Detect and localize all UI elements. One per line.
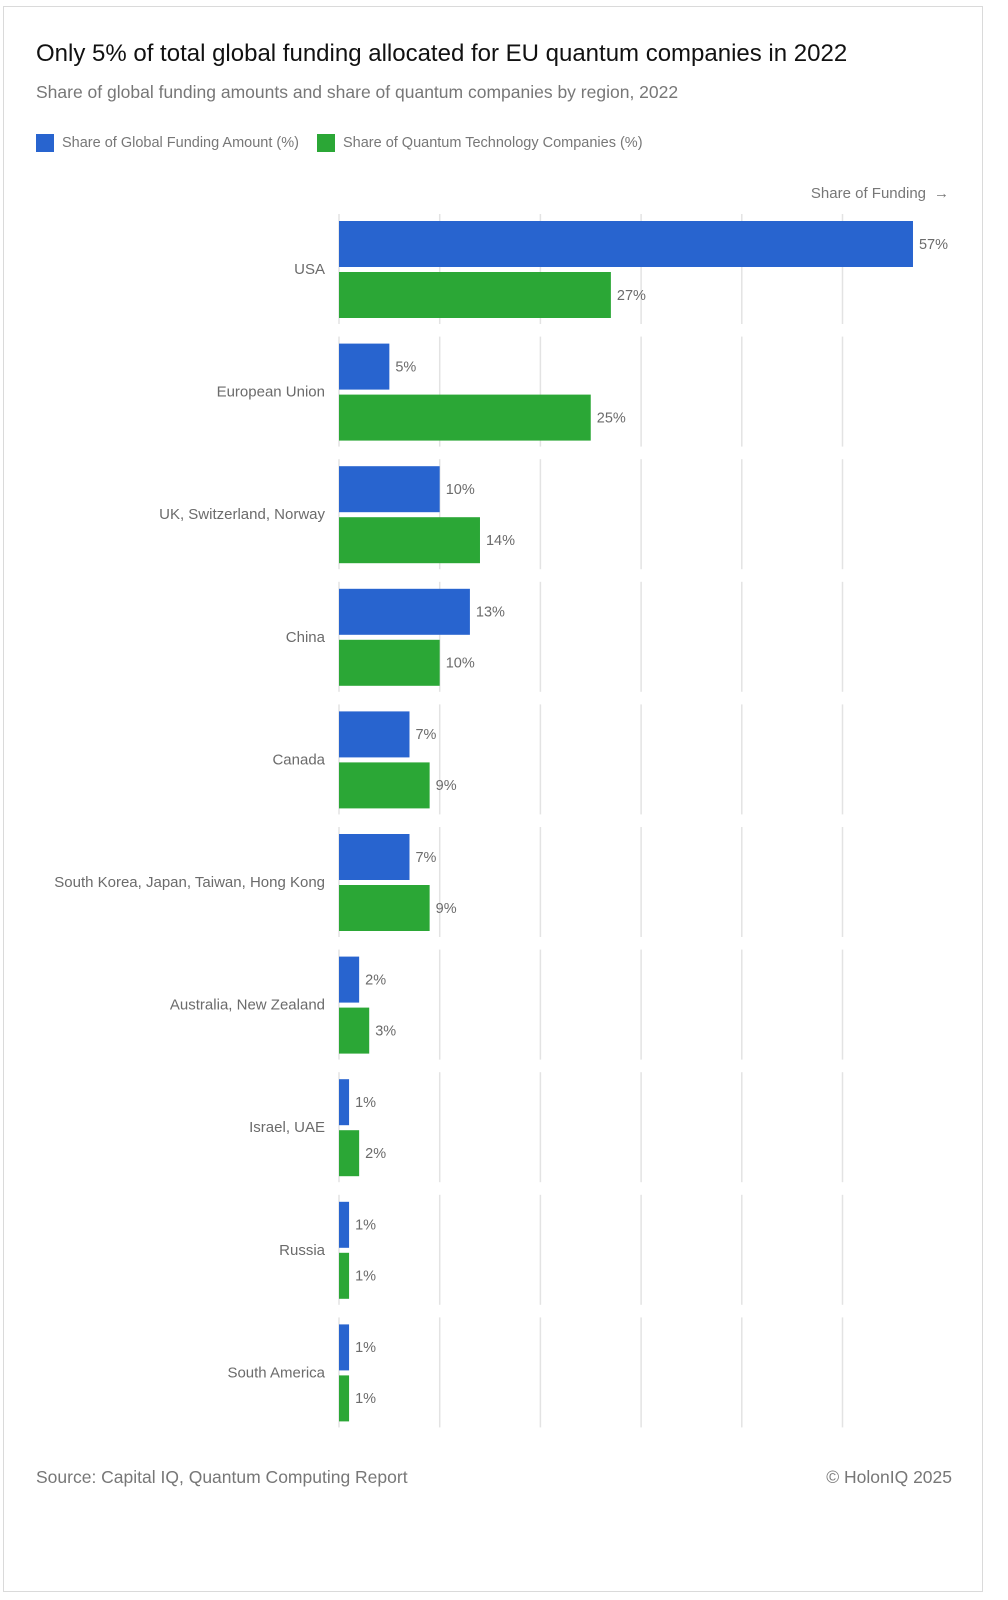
bar-funding [339, 956, 360, 1003]
data-label-companies: 25% [597, 410, 626, 426]
category-label: China [286, 629, 326, 646]
data-label-companies: 14% [486, 533, 515, 549]
data-label-funding: 1% [355, 1340, 376, 1356]
data-label-funding: 13% [476, 605, 505, 621]
axis-hint-label: Share of Funding [810, 185, 926, 202]
bar-funding [339, 834, 410, 880]
data-label-companies: 1% [355, 1269, 376, 1285]
bar-funding [339, 221, 913, 267]
bar-companies [339, 762, 430, 809]
data-label-companies: 27% [617, 288, 646, 304]
category-label: European Union [217, 384, 325, 401]
data-label-companies: 9% [436, 901, 457, 917]
bar-funding [339, 343, 390, 390]
data-label-companies: 9% [436, 778, 457, 794]
legend-swatch-funding [36, 134, 54, 152]
data-label-companies: 10% [446, 656, 475, 672]
bar-companies [339, 272, 611, 318]
data-label-companies: 3% [375, 1023, 396, 1039]
source-note: Source: Capital IQ, Quantum Computing Re… [36, 1467, 408, 1487]
copyright-note: © HolonIQ 2025 [826, 1467, 952, 1487]
data-label-funding: 7% [415, 727, 436, 743]
bar-funding [339, 466, 440, 513]
bar-companies [339, 639, 440, 686]
legend-item-funding[interactable]: Share of Global Funding Amount (%) [36, 134, 299, 152]
data-label-companies: 1% [355, 1391, 376, 1407]
data-label-funding: 10% [446, 482, 475, 498]
legend-item-companies[interactable]: Share of Quantum Technology Companies (%… [316, 134, 643, 152]
category-label: USA [294, 261, 325, 278]
bar-funding [339, 711, 410, 758]
category-label: South Korea, Japan, Taiwan, Hong Kong [54, 874, 325, 891]
axis-hint: Share of Funding → [811, 185, 949, 202]
category-label: South America [227, 1364, 325, 1381]
bar-funding [339, 1201, 350, 1248]
legend-swatch-companies [316, 134, 335, 152]
bar-funding [339, 1079, 350, 1126]
data-label-funding: 5% [395, 359, 416, 375]
data-label-funding: 2% [365, 972, 386, 988]
data-label-funding: 7% [415, 850, 436, 866]
bar-companies [339, 517, 480, 564]
bar-companies [339, 1007, 370, 1054]
chart-title: Only 5% of total global funding allocate… [36, 40, 848, 67]
category-label: Canada [272, 751, 325, 768]
bar-companies [339, 394, 591, 441]
legend-label-funding: Share of Global Funding Amount (%) [62, 135, 299, 151]
bar-companies [339, 1375, 350, 1422]
bar-companies [339, 885, 430, 931]
data-label-funding: 1% [355, 1095, 376, 1111]
bar-funding [339, 588, 470, 635]
data-label-funding: 57% [919, 237, 948, 253]
data-label-funding: 1% [355, 1218, 376, 1234]
legend: Share of Global Funding Amount (%) Share… [36, 134, 661, 152]
legend-label-companies: Share of Quantum Technology Companies (%… [342, 135, 643, 151]
category-label: Russia [279, 1242, 326, 1259]
data-label-companies: 2% [365, 1146, 386, 1162]
arrow-right-icon: → [934, 185, 949, 202]
bar-companies [339, 1130, 360, 1177]
category-label: Israel, UAE [249, 1119, 325, 1136]
bar-companies [339, 1252, 350, 1299]
category-label: UK, Switzerland, Norway [159, 506, 325, 523]
bar-funding [339, 1324, 350, 1371]
chart-card [3, 6, 983, 1592]
category-label: Australia, New Zealand [170, 997, 325, 1014]
chart-subtitle: Share of global funding amounts and shar… [36, 82, 679, 102]
